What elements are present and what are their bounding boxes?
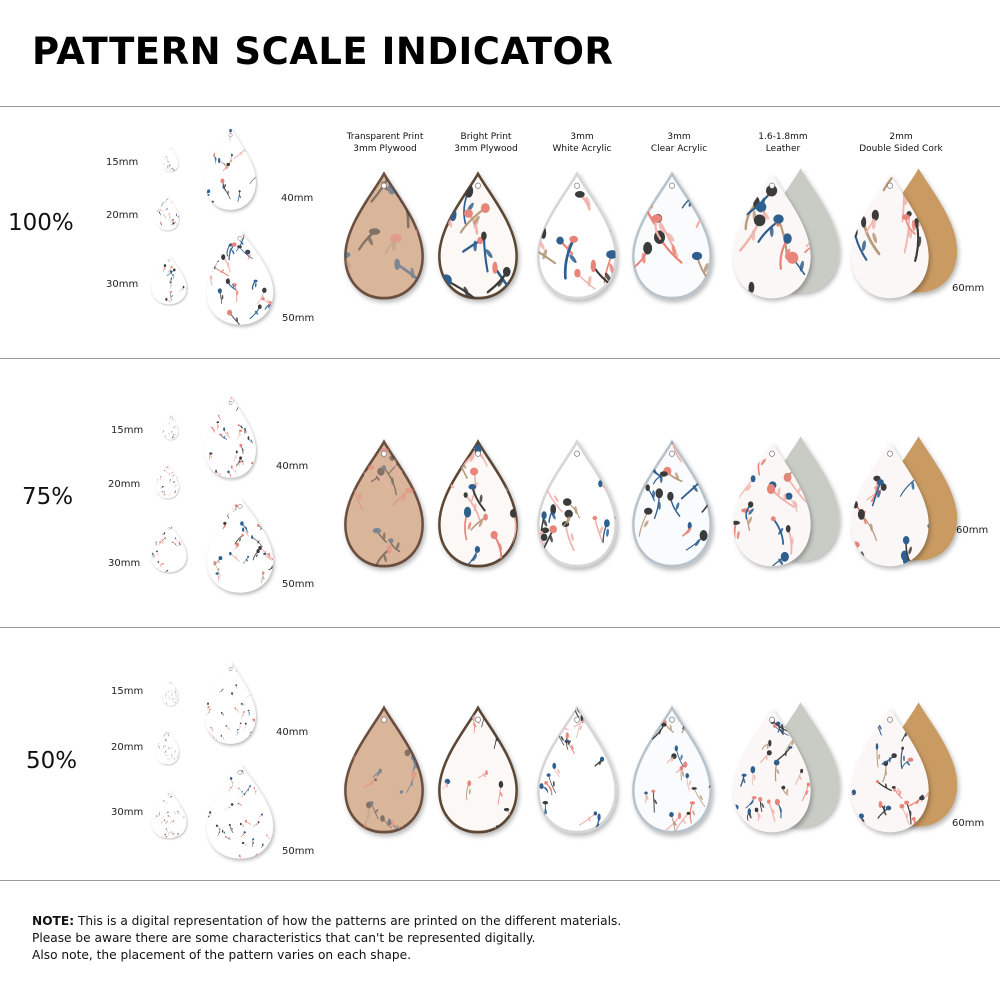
size-label-15mm: 15mm (106, 157, 139, 168)
material-label-clear-acrylic: 3mm Clear Acrylic (624, 131, 734, 155)
size-label-15mm: 15mm (111, 425, 144, 436)
size-label-30mm: 30mm (108, 558, 141, 569)
material-label-line2: White Acrylic (552, 144, 612, 154)
material-label-transparent-plywood: Transparent Print 3mm Plywood (330, 131, 440, 155)
sample-30mm (150, 789, 188, 839)
sample-clear-acrylic (630, 705, 714, 834)
size-label-20mm: 20mm (106, 210, 139, 221)
sample-bright-plywood (436, 171, 520, 300)
size-label-15mm: 15mm (111, 686, 144, 697)
size-label-50mm: 50mm (282, 579, 315, 590)
material-label-line2: Clear Acrylic (650, 144, 708, 154)
sample-transparent-plywood (342, 171, 426, 300)
divider-bottom (0, 880, 1000, 881)
sample-20mm (155, 195, 180, 231)
sample-15mm (162, 414, 179, 440)
scale-label-50: 50% (26, 748, 78, 774)
material-label-line1: 3mm (667, 132, 691, 142)
scale-label-75: 75% (22, 484, 74, 510)
sample-leather (730, 168, 840, 300)
sample-clear-acrylic (630, 171, 714, 300)
sample-50mm (204, 228, 276, 326)
divider-2 (0, 627, 1000, 628)
divider-top (0, 106, 1000, 107)
size-label-50mm: 50mm (282, 846, 315, 857)
material-label-white-acrylic: 3mm White Acrylic (527, 131, 637, 155)
size-label-40mm: 40mm (276, 461, 309, 472)
material-label-bright-plywood: Bright Print 3mm Plywood (431, 131, 541, 155)
size-label-50mm: 50mm (282, 313, 315, 324)
sample-40mm (203, 660, 258, 745)
size-label-60mm: 60mm (956, 525, 989, 536)
sample-bright-plywood (436, 439, 520, 568)
sample-15mm (162, 146, 179, 172)
material-label-line1: Transparent Print (346, 132, 424, 142)
material-label-line1: 1.6-1.8mm (758, 132, 808, 142)
sample-cork (848, 702, 958, 834)
page-title: PATTERN SCALE INDICATOR (32, 30, 614, 73)
sample-50mm (204, 762, 276, 860)
sample-30mm (150, 523, 188, 573)
size-label-30mm: 30mm (106, 279, 139, 290)
size-label-60mm: 60mm (952, 283, 985, 294)
size-label-40mm: 40mm (281, 193, 314, 204)
sample-20mm (155, 729, 180, 765)
scale-label-100: 100% (8, 210, 74, 236)
sample-bright-plywood (436, 705, 520, 834)
note-line2: Please be aware there are some character… (32, 931, 536, 945)
material-label-line2: Leather (765, 144, 801, 154)
material-label-line1: 2mm (889, 132, 913, 142)
sample-transparent-plywood (342, 705, 426, 834)
note-line1: This is a digital representation of how … (74, 914, 622, 928)
material-label-leather: 1.6-1.8mm Leather (728, 131, 838, 155)
sample-white-acrylic (535, 439, 619, 568)
sample-20mm (155, 463, 180, 499)
note-text: NOTE: This is a digital representation o… (32, 913, 621, 964)
material-label-line1: Bright Print (460, 132, 512, 142)
sample-40mm (203, 126, 258, 211)
sample-leather (730, 436, 840, 568)
sample-white-acrylic (535, 705, 619, 834)
size-label-30mm: 30mm (111, 807, 144, 818)
material-label-line2: 3mm Plywood (353, 144, 417, 154)
sample-white-acrylic (535, 171, 619, 300)
note-lead: NOTE: (32, 914, 75, 928)
sample-15mm (162, 680, 179, 706)
sample-transparent-plywood (342, 439, 426, 568)
sample-leather (730, 702, 840, 834)
sample-40mm (203, 394, 258, 479)
sample-clear-acrylic (630, 439, 714, 568)
size-label-40mm: 40mm (276, 727, 309, 738)
material-label-line2: 3mm Plywood (454, 144, 518, 154)
note-line3: Also note, the placement of the pattern … (32, 948, 411, 962)
size-label-60mm: 60mm (952, 818, 985, 829)
sample-30mm (150, 255, 188, 305)
sample-cork (848, 436, 958, 568)
material-label-line1: 3mm (570, 132, 594, 142)
material-label-cork: 2mm Double Sided Cork (846, 131, 956, 155)
size-label-20mm: 20mm (108, 479, 141, 490)
sample-50mm (204, 496, 276, 594)
divider-1 (0, 358, 1000, 359)
size-label-20mm: 20mm (111, 742, 144, 753)
sample-cork (848, 168, 958, 300)
material-label-line2: Double Sided Cork (859, 144, 943, 154)
